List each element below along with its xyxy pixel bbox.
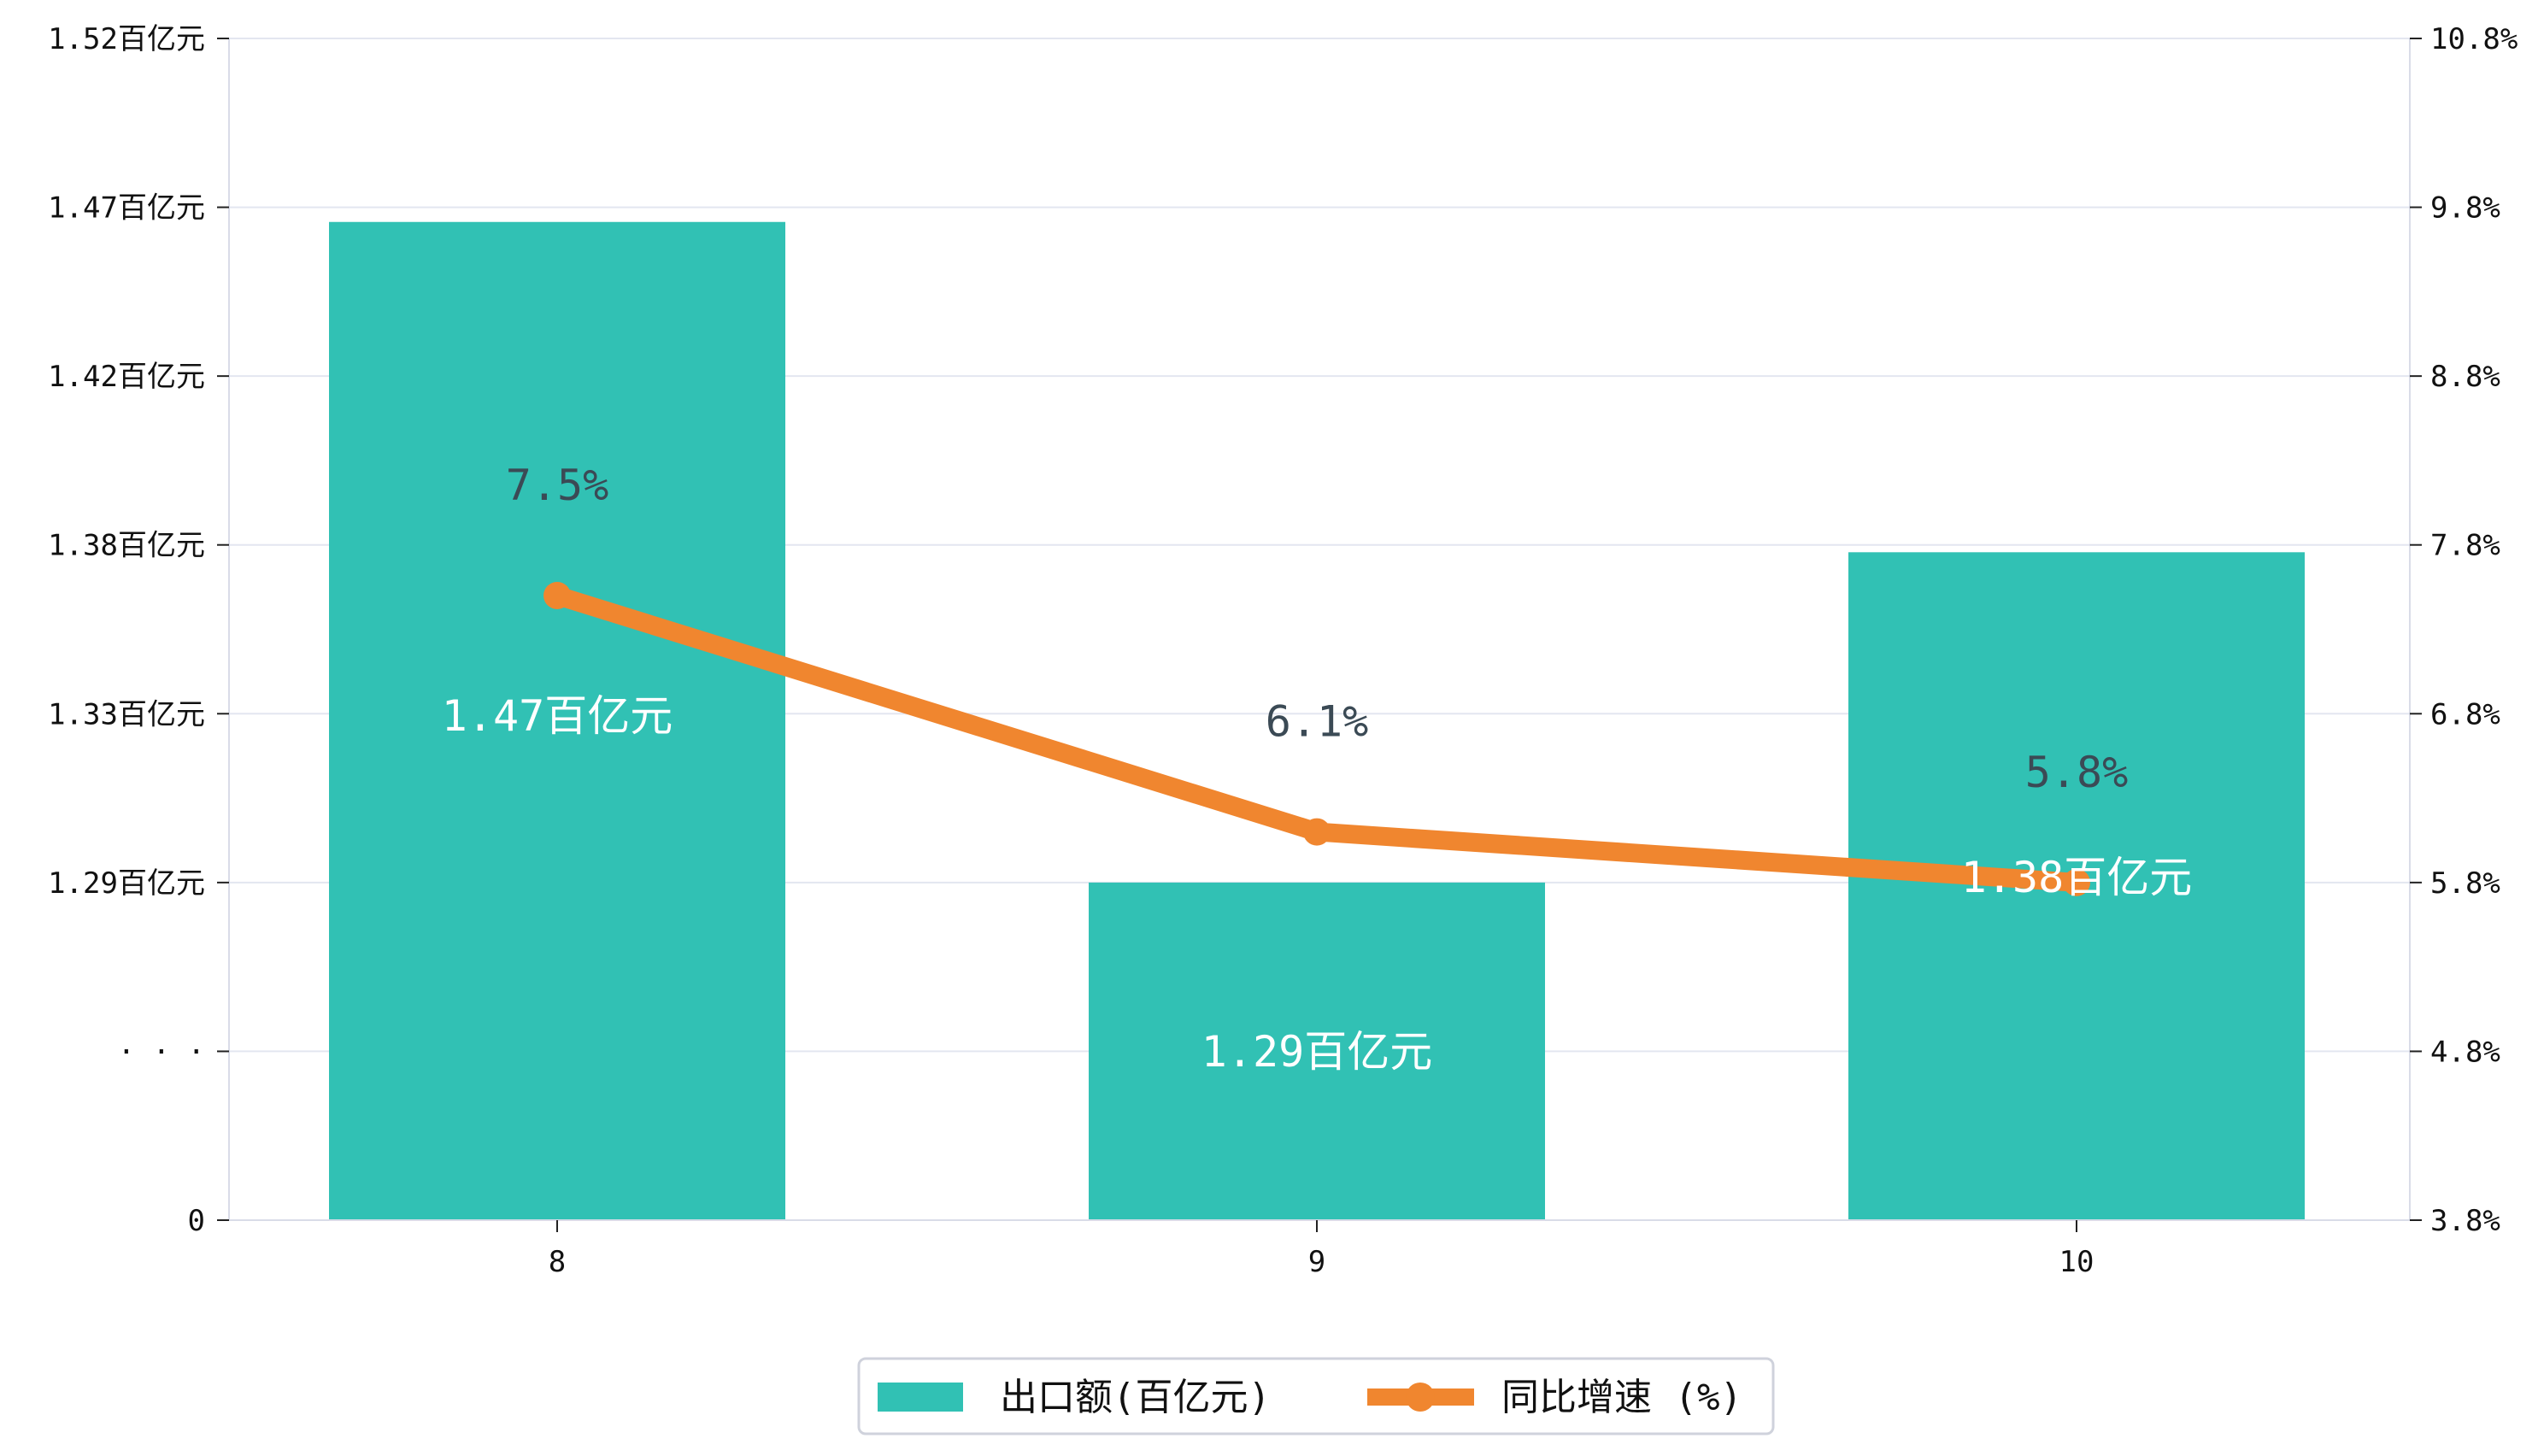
growth-point xyxy=(2063,868,2090,896)
left-tick-label: 1.29百亿元 xyxy=(48,866,205,901)
right-tick-label: 6.8% xyxy=(2430,697,2500,731)
x-tick-label: 9 xyxy=(1308,1245,1325,1279)
axes: 0 · · · 1.29百亿元 1.33百亿元 1.38百亿元 1.42百亿元 1.47百亿… xyxy=(48,22,2517,1279)
x-tick-label: 10 xyxy=(2059,1245,2094,1279)
right-tick-label: 4.8% xyxy=(2430,1035,2500,1069)
right-tick-label: 10.8% xyxy=(2430,22,2517,56)
left-tick-label: 1.52百亿元 xyxy=(48,22,205,56)
bar-value-label: 1.38百亿元 xyxy=(1961,853,2192,902)
growth-point xyxy=(1303,818,1331,846)
growth-value-label: 7.5% xyxy=(506,461,608,510)
growth-value-label: 6.1% xyxy=(1266,697,1368,747)
line-series xyxy=(543,581,2090,896)
legend-label-bar: 出口额(百亿元) xyxy=(1000,1376,1271,1419)
bar xyxy=(1089,882,1545,1220)
left-tick-label: 1.42百亿元 xyxy=(48,360,205,394)
bar xyxy=(329,221,785,1220)
right-tick-label: 3.8% xyxy=(2430,1204,2500,1238)
legend-swatch-bar xyxy=(878,1383,963,1412)
data-labels: 1.47百亿元 1.29百亿元 1.38百亿元 7.5% 6.1% 5.8% xyxy=(442,461,2192,1077)
right-tick-label: 7.8% xyxy=(2430,529,2500,563)
x-tick-label: 8 xyxy=(549,1245,566,1279)
bar-value-label: 1.47百亿元 xyxy=(442,691,673,741)
left-tick-label: 0 xyxy=(188,1204,205,1238)
left-tick-label: · · · xyxy=(118,1035,205,1069)
left-tick-label: 1.33百亿元 xyxy=(48,697,205,731)
left-tick-label: 1.47百亿元 xyxy=(48,191,205,226)
legend-box xyxy=(857,1357,1775,1435)
legend: 出口额(百亿元) 同比增速 (%) xyxy=(857,1357,1775,1435)
right-tick-label: 5.8% xyxy=(2430,866,2500,901)
bar-value-label: 1.29百亿元 xyxy=(1201,1027,1432,1077)
bar-series xyxy=(329,221,2305,1220)
legend-swatch-marker xyxy=(1406,1383,1435,1412)
right-tick-label: 9.8% xyxy=(2430,191,2500,226)
growth-value-label: 5.8% xyxy=(2025,748,2128,797)
legend-label-line: 同比增速 (%) xyxy=(1501,1376,1742,1419)
right-tick-label: 8.8% xyxy=(2430,360,2500,394)
growth-point xyxy=(543,581,571,609)
left-tick-label: 1.38百亿元 xyxy=(48,529,205,563)
